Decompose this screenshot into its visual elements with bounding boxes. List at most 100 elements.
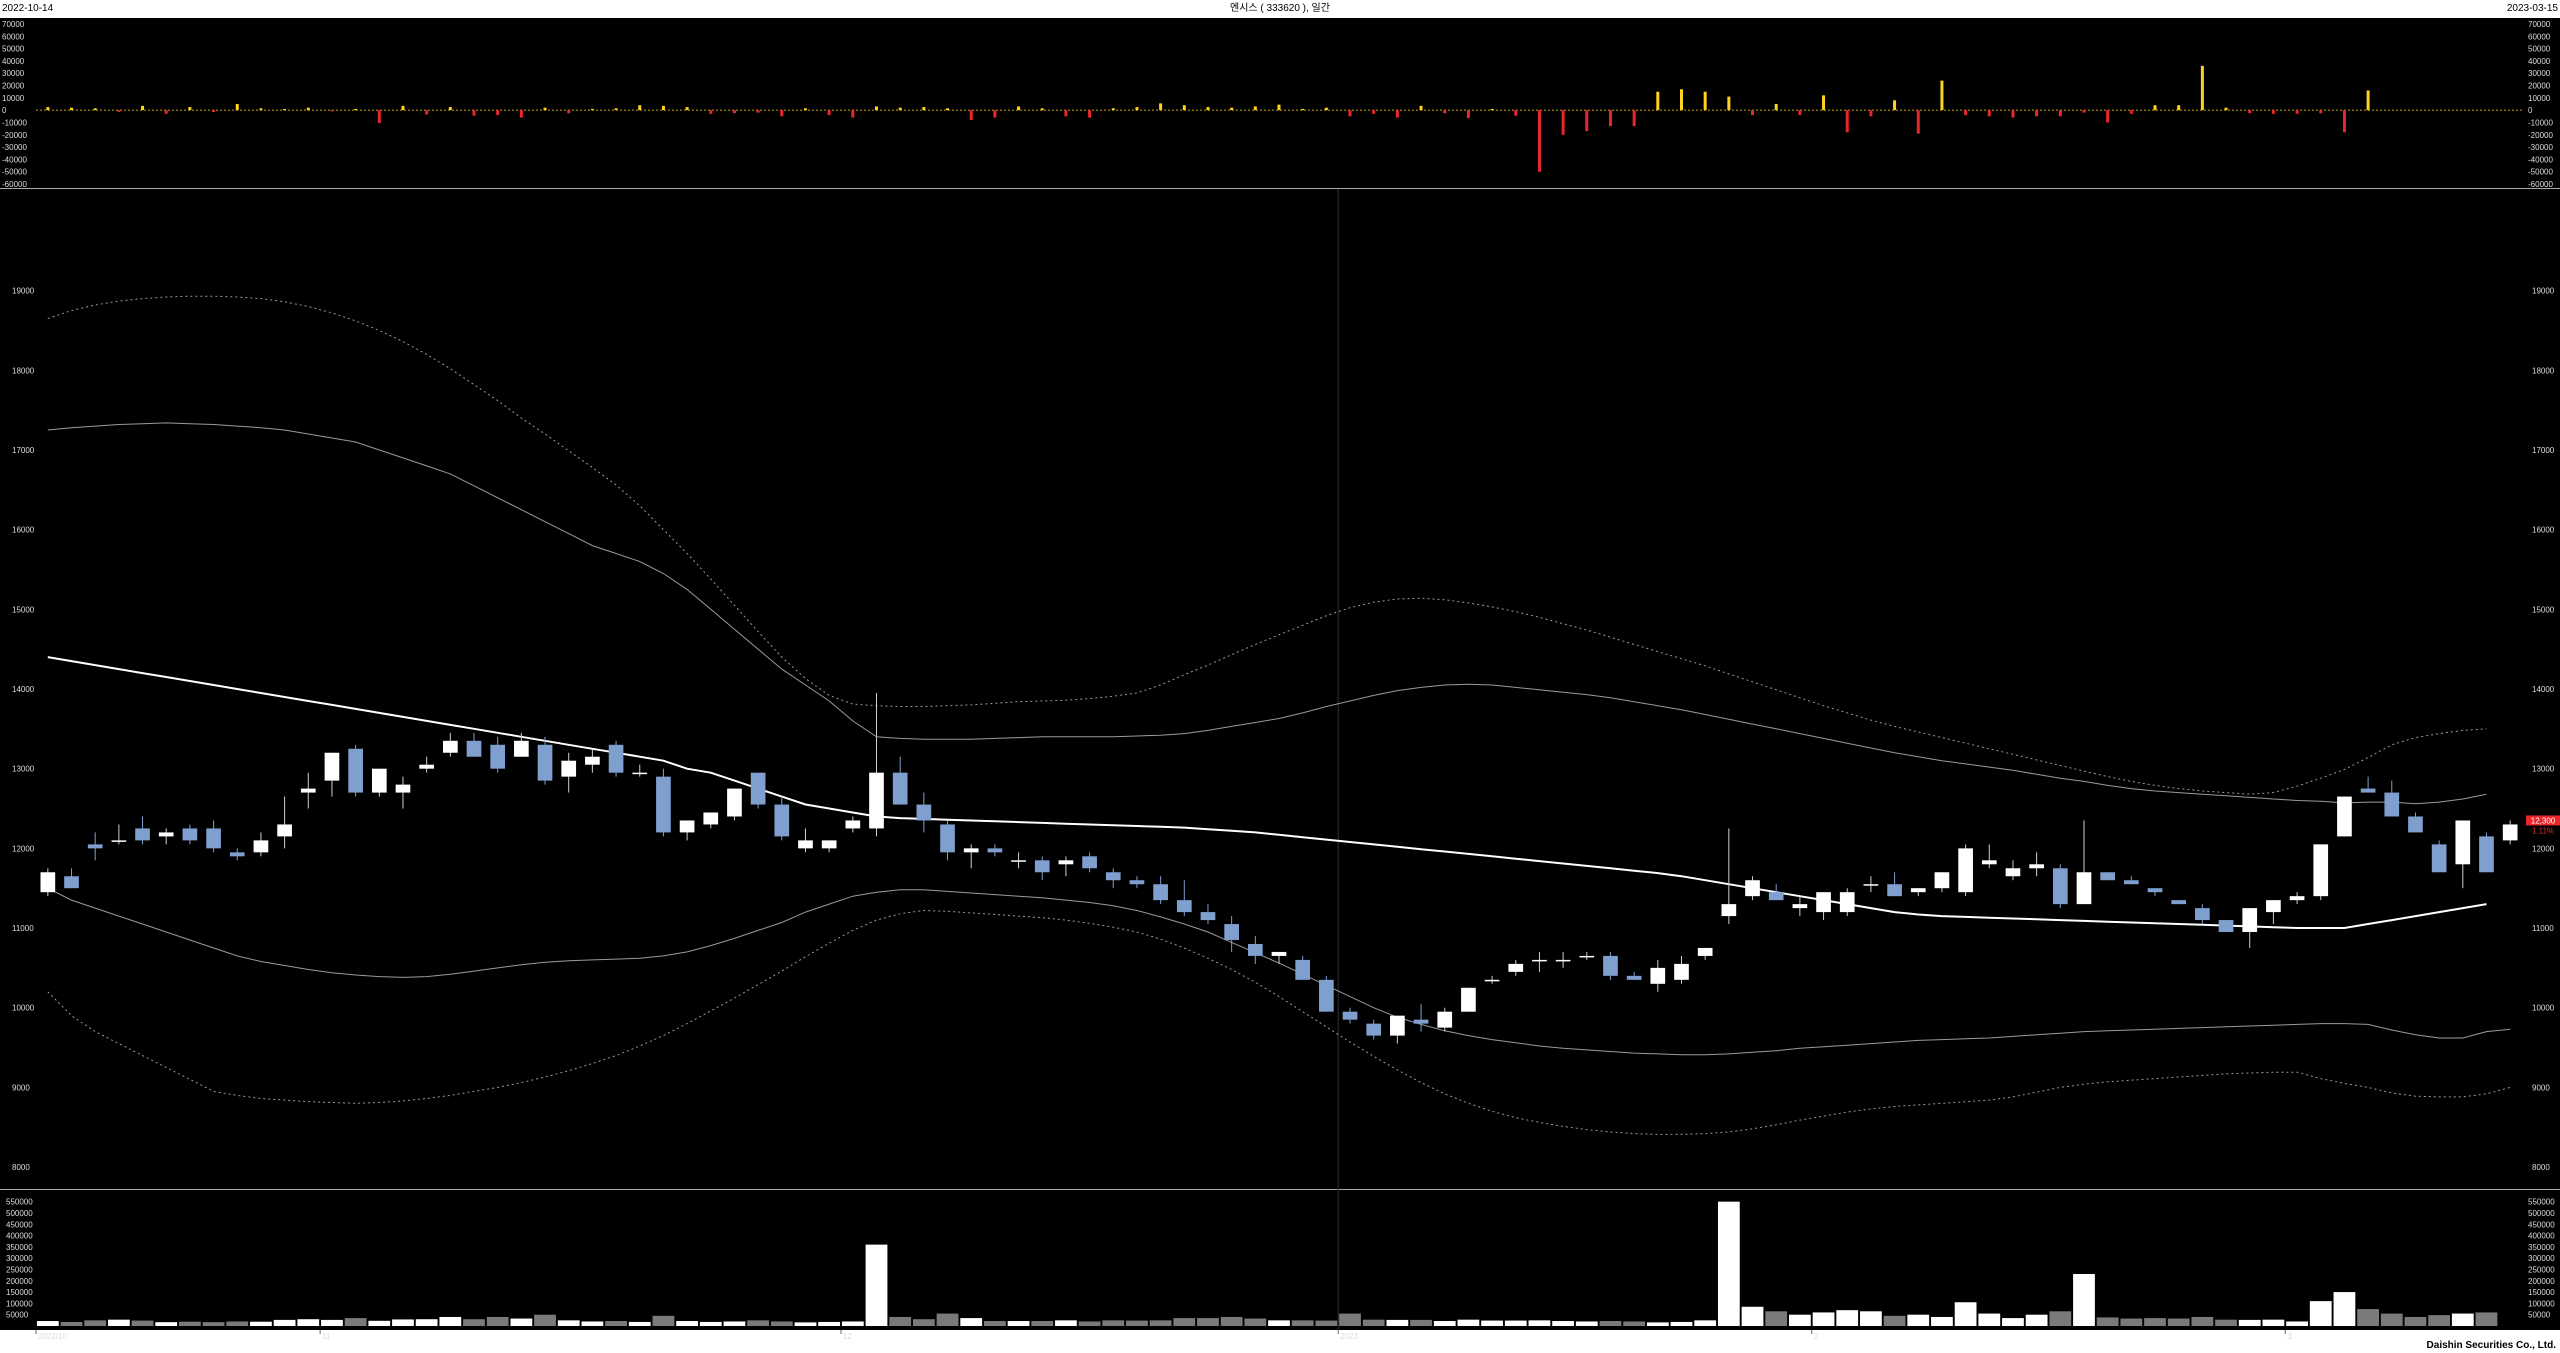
flow-bar xyxy=(661,105,665,111)
candle-body xyxy=(1626,975,1642,980)
candle-body xyxy=(466,740,482,757)
price-tick-label-right: 14000 xyxy=(2532,685,2555,694)
candle-body xyxy=(1247,943,1263,956)
candle-body xyxy=(608,744,624,773)
volume-tick-label-right: 150000 xyxy=(2528,1288,2555,1297)
volume-bar xyxy=(818,1321,841,1326)
flow-bar xyxy=(2129,110,2133,114)
flow-bar xyxy=(1088,110,1092,118)
volume-bar xyxy=(1670,1321,1693,1326)
candle-body xyxy=(2502,824,2518,841)
volume-tick-label-right: 450000 xyxy=(2528,1220,2555,1229)
price-tick-label-right: 18000 xyxy=(2532,366,2555,375)
candle-body xyxy=(1058,860,1074,865)
flow-bar xyxy=(1419,105,1423,111)
candle-body xyxy=(40,872,56,893)
flow-bar xyxy=(1206,107,1210,111)
chart-title: 엔시스 ( 333620 ), 일간 xyxy=(1230,3,1330,14)
start-date: 2022-10-14 xyxy=(2,3,54,14)
volume-bar xyxy=(1268,1320,1290,1326)
flow-bar xyxy=(756,110,760,113)
volume-bar xyxy=(1244,1318,1267,1326)
price-panel: 19000 19000 18000 18000 17000 17000 16000 16000… xyxy=(12,189,2560,1330)
volume-bar xyxy=(84,1320,107,1326)
price-tick-label-right: 16000 xyxy=(2532,526,2555,535)
x-tick-label: 2 xyxy=(1814,1332,1819,1341)
flow-bar xyxy=(1301,108,1305,111)
volume-bar xyxy=(1741,1306,1764,1326)
candle-body xyxy=(1295,959,1311,980)
volume-bar xyxy=(534,1314,556,1326)
flow-tick-label-left: 20000 xyxy=(2,82,25,91)
flow-bar xyxy=(1893,100,1897,111)
candle-body xyxy=(111,840,127,842)
candle-body xyxy=(2455,820,2471,865)
volume-bar xyxy=(2428,1315,2451,1326)
candle-body xyxy=(1674,963,1689,980)
flow-bar xyxy=(1182,105,1186,111)
volume-bar xyxy=(628,1321,651,1326)
flow-tick-label-left: -20000 xyxy=(2,131,27,140)
price-tick-label-left: 15000 xyxy=(12,605,35,614)
volume-bar xyxy=(1646,1322,1669,1326)
candle-body xyxy=(2289,896,2305,901)
volume-bar xyxy=(1765,1311,1788,1326)
candle-body xyxy=(1768,892,1784,901)
candle-body xyxy=(750,772,766,805)
flow-bar xyxy=(2248,110,2252,114)
x-axis: 2022/10 11 12 2023 2 3 xyxy=(35,1330,2292,1341)
last-price-value: 12,300 xyxy=(2531,816,2556,825)
candle-body xyxy=(1461,987,1476,1012)
flow-bar xyxy=(993,110,997,118)
volume-bar xyxy=(1339,1313,1361,1326)
flow-tick-label-right: 50000 xyxy=(2528,45,2551,54)
flow-bar xyxy=(496,110,500,116)
flow-bar xyxy=(2271,110,2275,114)
candle-body xyxy=(2195,908,2210,921)
flow-bar xyxy=(448,107,452,111)
last-price-tag xyxy=(2526,815,2560,826)
flow-bar xyxy=(1490,108,1494,111)
volume-bar xyxy=(1433,1321,1456,1326)
flow-bar xyxy=(1869,110,1873,117)
candle-body xyxy=(2005,868,2021,877)
candle-body xyxy=(1390,1015,1405,1036)
volume-bar xyxy=(1007,1321,1030,1326)
flow-panel-bg xyxy=(0,18,2560,188)
price-tick-label-right: 19000 xyxy=(2532,287,2555,296)
candle-body xyxy=(1579,955,1595,958)
candle-body xyxy=(371,768,387,793)
volume-bar xyxy=(2380,1313,2403,1326)
candle-body xyxy=(1934,872,1950,889)
flow-bar xyxy=(2035,110,2039,117)
volume-tick-label-right: 300000 xyxy=(2528,1254,2555,1263)
volume-bar xyxy=(36,1321,59,1326)
volume-tick-label-left: 100000 xyxy=(6,1299,33,1308)
volume-bar xyxy=(1031,1321,1054,1326)
candle-body xyxy=(324,752,340,781)
volume-bar xyxy=(250,1321,272,1326)
candle-body xyxy=(253,840,269,853)
volume-tick-label-right: 400000 xyxy=(2528,1232,2555,1241)
flow-bar xyxy=(283,108,287,111)
flow-bar xyxy=(685,107,689,111)
flow-bar xyxy=(1798,110,1802,116)
candle-body xyxy=(1224,924,1239,940)
candle-body xyxy=(1745,880,1760,897)
flow-bar xyxy=(46,107,50,111)
footer-credit: Daishin Securities Co., Ltd. xyxy=(2426,1340,2556,1351)
candle-body xyxy=(1082,856,1097,869)
flow-tick-label-left: -30000 xyxy=(2,143,27,152)
volume-bar xyxy=(581,1321,604,1326)
volume-tick-label-right: 500000 xyxy=(2528,1209,2555,1218)
candle-body xyxy=(1366,1023,1382,1036)
x-tick-label: 2022/10 xyxy=(38,1332,67,1341)
volume-bar xyxy=(297,1319,320,1326)
volume-bar xyxy=(747,1320,770,1326)
candle-body xyxy=(2100,872,2116,881)
price-tick-label-right: 17000 xyxy=(2532,446,2555,455)
candle-body xyxy=(1319,979,1334,1012)
candle-body xyxy=(798,840,813,849)
volume-bar xyxy=(936,1313,959,1326)
